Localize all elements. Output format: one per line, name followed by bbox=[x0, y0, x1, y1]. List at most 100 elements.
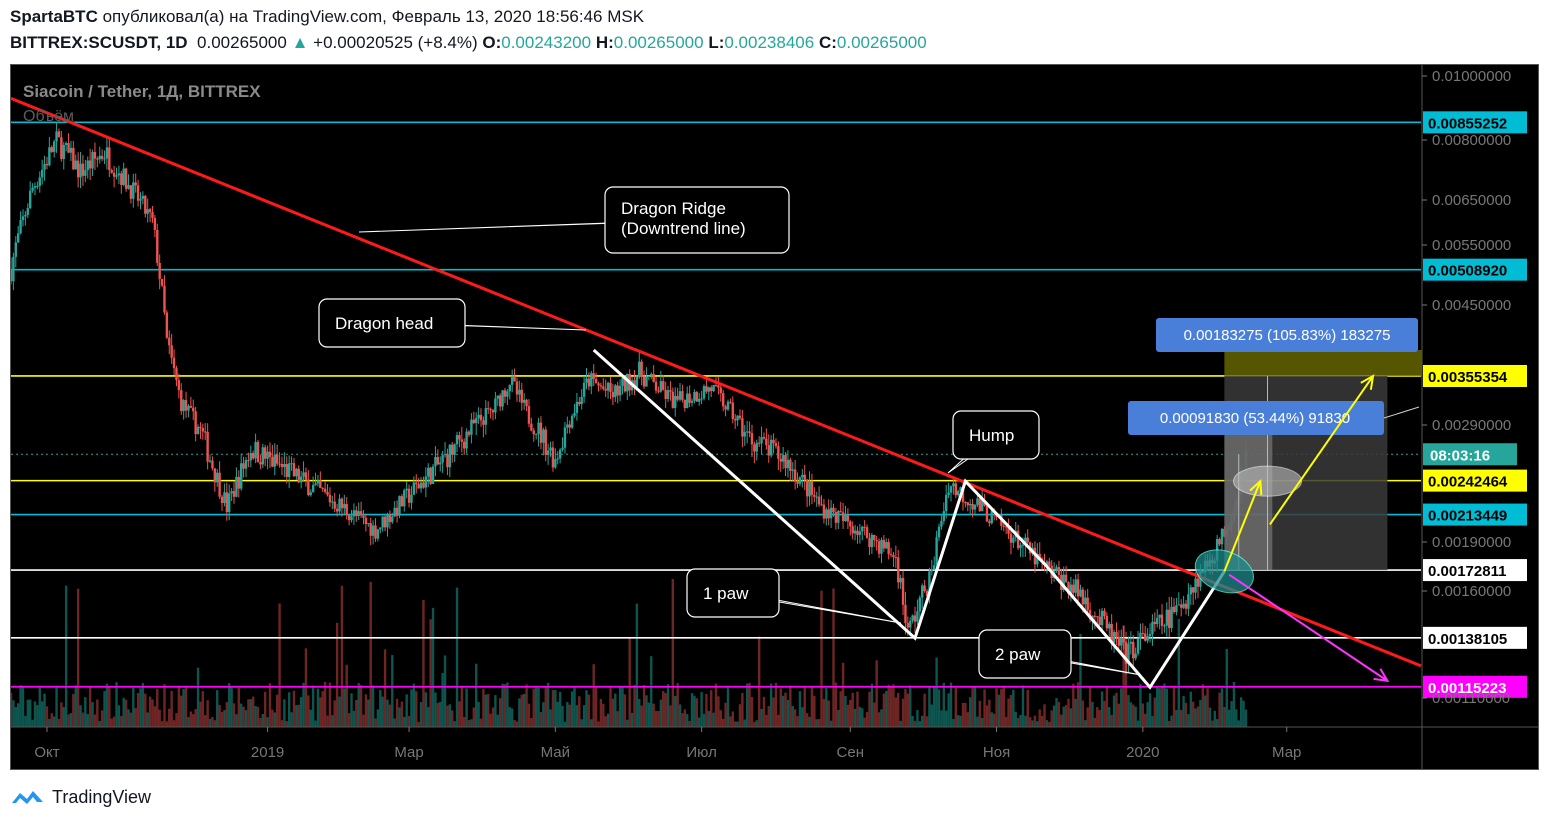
candle-body bbox=[719, 387, 722, 394]
candle-body bbox=[98, 155, 101, 160]
candle-body bbox=[743, 432, 746, 437]
volume-bar bbox=[736, 721, 739, 727]
low-label: L: bbox=[708, 33, 725, 52]
volume-bar bbox=[1086, 707, 1089, 727]
volume-bar bbox=[681, 713, 684, 727]
volume-bar bbox=[1129, 702, 1133, 727]
volume-bar bbox=[24, 715, 27, 727]
volume-bar bbox=[201, 691, 205, 727]
candle-body bbox=[539, 422, 543, 443]
volume-bar bbox=[240, 703, 243, 727]
volume-layer bbox=[11, 578, 1248, 727]
volume-bar bbox=[952, 718, 955, 727]
volume-bar bbox=[211, 716, 214, 727]
volume-bar bbox=[14, 707, 17, 727]
candle-body bbox=[388, 514, 392, 523]
volume-bar bbox=[57, 718, 61, 727]
candle-body bbox=[702, 386, 706, 399]
volume-bar bbox=[189, 711, 193, 727]
volume-bar bbox=[865, 712, 869, 727]
volume-bar bbox=[558, 691, 562, 727]
candle-body bbox=[875, 540, 878, 542]
candle-body bbox=[913, 615, 917, 622]
candle-body bbox=[64, 143, 68, 145]
candle-body bbox=[698, 398, 701, 402]
candle-body bbox=[189, 405, 193, 408]
volume-bar bbox=[455, 587, 459, 727]
candle-body bbox=[1069, 584, 1073, 595]
candle-body bbox=[1062, 574, 1065, 591]
candle-body bbox=[129, 185, 133, 199]
candle-body bbox=[103, 158, 106, 160]
candle-body bbox=[921, 585, 924, 598]
volume-bar bbox=[837, 709, 840, 727]
volume-bar bbox=[194, 709, 197, 727]
volume-bar bbox=[103, 691, 106, 727]
candle-body bbox=[79, 163, 82, 178]
volume-bar bbox=[1081, 700, 1085, 727]
price-label-badge bbox=[1423, 626, 1527, 649]
candle-body bbox=[1012, 537, 1015, 543]
price-chart[interactable]: 0.00183275 (105.83%) 183275 0.00091830 (5… bbox=[11, 65, 1539, 770]
candle-body bbox=[861, 526, 864, 532]
candle-body bbox=[347, 514, 351, 521]
candle-body bbox=[256, 441, 260, 463]
candle-body bbox=[659, 381, 663, 392]
candle-body bbox=[319, 480, 322, 489]
volume-bar bbox=[930, 704, 934, 727]
volume-bar bbox=[153, 706, 157, 727]
volume-bar bbox=[753, 721, 756, 727]
volume-bar bbox=[755, 720, 758, 727]
volume-bar bbox=[48, 718, 51, 727]
candle-body bbox=[21, 216, 25, 221]
measure-label-text: 0.00183275 (105.83%) 183275 bbox=[1184, 327, 1391, 344]
volume-bar bbox=[897, 692, 900, 727]
candle-body bbox=[882, 539, 886, 549]
candle-body bbox=[1072, 584, 1075, 593]
volume-bar bbox=[645, 695, 648, 727]
volume-bar bbox=[683, 709, 687, 727]
volume-bar bbox=[359, 685, 363, 727]
volume-bar bbox=[405, 694, 408, 727]
volume-bar bbox=[949, 682, 953, 727]
volume-bar bbox=[295, 705, 298, 727]
candle-body bbox=[12, 256, 15, 282]
volume-bar bbox=[793, 709, 797, 727]
volume-bar bbox=[853, 708, 857, 727]
volume-bar bbox=[698, 717, 701, 727]
volume-bar bbox=[352, 710, 356, 727]
candle-body bbox=[36, 185, 39, 187]
candle-body bbox=[187, 405, 190, 411]
candle-body bbox=[489, 409, 492, 411]
candle-body bbox=[304, 472, 308, 480]
chart-frame[interactable]: 0.00183275 (105.83%) 183275 0.00091830 (5… bbox=[10, 64, 1539, 770]
candle-body bbox=[86, 160, 89, 171]
candle-body bbox=[575, 401, 579, 413]
author-name[interactable]: SpartaBTC bbox=[10, 7, 98, 26]
volume-bar bbox=[268, 683, 272, 727]
volume-bar bbox=[686, 714, 689, 727]
volume-bar bbox=[1093, 717, 1097, 727]
candle-body bbox=[714, 385, 718, 387]
candle-body bbox=[148, 209, 152, 212]
callout-text: Dragon Ridge bbox=[621, 199, 726, 218]
volume-bar bbox=[395, 698, 399, 727]
volume-bar bbox=[832, 588, 835, 727]
candle-body bbox=[1182, 603, 1185, 608]
candle-body bbox=[484, 408, 487, 425]
candle-body bbox=[501, 390, 504, 407]
candle-body bbox=[19, 220, 22, 234]
candle-body bbox=[678, 391, 682, 400]
candle-body bbox=[33, 186, 37, 188]
retest-ellipse bbox=[1233, 465, 1303, 497]
candle-body bbox=[1038, 553, 1041, 559]
symbol-label: BITTREX:SCUSDT, 1D bbox=[10, 33, 188, 52]
volume-bar bbox=[542, 702, 545, 727]
y-tick-label: 0.00450000 bbox=[1432, 297, 1511, 314]
volume-bar bbox=[328, 682, 332, 727]
volume-bar bbox=[700, 692, 703, 727]
candle-body bbox=[141, 195, 145, 199]
candle-body bbox=[510, 376, 514, 385]
candle-body bbox=[206, 431, 209, 462]
candle-body bbox=[295, 468, 298, 477]
